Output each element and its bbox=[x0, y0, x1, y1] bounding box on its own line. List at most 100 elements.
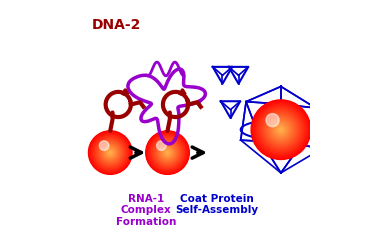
Circle shape bbox=[167, 152, 168, 153]
Circle shape bbox=[103, 146, 117, 160]
Circle shape bbox=[154, 139, 181, 166]
Circle shape bbox=[93, 135, 128, 170]
Circle shape bbox=[161, 146, 174, 159]
Circle shape bbox=[255, 104, 306, 155]
Circle shape bbox=[153, 138, 182, 167]
Circle shape bbox=[110, 152, 111, 153]
Circle shape bbox=[97, 139, 123, 166]
Circle shape bbox=[100, 142, 121, 163]
Circle shape bbox=[149, 134, 186, 172]
Circle shape bbox=[155, 140, 180, 165]
Circle shape bbox=[149, 135, 186, 171]
Circle shape bbox=[94, 136, 127, 169]
Circle shape bbox=[106, 149, 114, 156]
Circle shape bbox=[109, 152, 111, 154]
Circle shape bbox=[279, 128, 282, 131]
Circle shape bbox=[268, 117, 294, 142]
Text: DNA-2: DNA-2 bbox=[92, 18, 141, 32]
Circle shape bbox=[89, 131, 132, 174]
Circle shape bbox=[94, 137, 126, 168]
Circle shape bbox=[264, 113, 298, 147]
Circle shape bbox=[164, 149, 171, 156]
Circle shape bbox=[269, 118, 293, 142]
Circle shape bbox=[254, 102, 308, 157]
Circle shape bbox=[256, 105, 305, 154]
Circle shape bbox=[163, 148, 172, 157]
Circle shape bbox=[278, 127, 284, 133]
Circle shape bbox=[96, 139, 124, 167]
Circle shape bbox=[267, 116, 295, 144]
Circle shape bbox=[97, 139, 124, 166]
Circle shape bbox=[160, 145, 175, 160]
Circle shape bbox=[101, 144, 119, 161]
Circle shape bbox=[105, 147, 116, 158]
Circle shape bbox=[253, 101, 309, 158]
Circle shape bbox=[147, 132, 188, 173]
Circle shape bbox=[257, 106, 305, 153]
Circle shape bbox=[260, 109, 302, 151]
Text: Coat Protein
Self-Assembly: Coat Protein Self-Assembly bbox=[175, 194, 258, 215]
Circle shape bbox=[264, 113, 297, 146]
Circle shape bbox=[161, 147, 174, 159]
Circle shape bbox=[95, 137, 126, 168]
Circle shape bbox=[259, 107, 303, 152]
Circle shape bbox=[164, 149, 171, 156]
Circle shape bbox=[99, 142, 121, 164]
Circle shape bbox=[259, 108, 303, 151]
Circle shape bbox=[277, 125, 285, 134]
Circle shape bbox=[273, 122, 289, 138]
Circle shape bbox=[167, 152, 168, 154]
Circle shape bbox=[90, 132, 130, 173]
Circle shape bbox=[280, 129, 282, 131]
Circle shape bbox=[157, 142, 178, 163]
Circle shape bbox=[102, 144, 119, 161]
Circle shape bbox=[276, 124, 286, 135]
Circle shape bbox=[271, 119, 291, 140]
Circle shape bbox=[107, 149, 113, 156]
Circle shape bbox=[92, 134, 129, 171]
Circle shape bbox=[270, 118, 292, 141]
Circle shape bbox=[266, 114, 279, 127]
Circle shape bbox=[104, 146, 117, 159]
Circle shape bbox=[160, 144, 176, 161]
Circle shape bbox=[150, 135, 185, 170]
Circle shape bbox=[158, 143, 177, 162]
Circle shape bbox=[105, 148, 115, 157]
Circle shape bbox=[266, 115, 296, 145]
Circle shape bbox=[108, 150, 113, 155]
Circle shape bbox=[154, 139, 181, 166]
Circle shape bbox=[99, 141, 109, 150]
Circle shape bbox=[93, 136, 127, 169]
Circle shape bbox=[92, 135, 128, 171]
Circle shape bbox=[153, 139, 182, 167]
Circle shape bbox=[165, 150, 170, 155]
Circle shape bbox=[98, 141, 122, 164]
Circle shape bbox=[160, 146, 175, 160]
Circle shape bbox=[272, 121, 290, 139]
Circle shape bbox=[275, 124, 287, 136]
Text: RNA-1
Complex
Formation: RNA-1 Complex Formation bbox=[115, 194, 176, 227]
Circle shape bbox=[90, 133, 130, 172]
Circle shape bbox=[101, 143, 119, 162]
Circle shape bbox=[265, 114, 296, 145]
Circle shape bbox=[151, 136, 184, 169]
Circle shape bbox=[158, 143, 177, 162]
Circle shape bbox=[147, 132, 188, 173]
Circle shape bbox=[251, 100, 311, 160]
Circle shape bbox=[254, 103, 308, 156]
Circle shape bbox=[90, 132, 131, 173]
Circle shape bbox=[91, 134, 129, 172]
Circle shape bbox=[252, 101, 310, 159]
Circle shape bbox=[104, 147, 116, 159]
Circle shape bbox=[166, 151, 169, 154]
Circle shape bbox=[156, 141, 179, 164]
Circle shape bbox=[98, 140, 123, 165]
Circle shape bbox=[157, 142, 178, 164]
Circle shape bbox=[146, 131, 189, 174]
Circle shape bbox=[106, 148, 115, 157]
Circle shape bbox=[279, 127, 283, 132]
Circle shape bbox=[268, 116, 294, 143]
Circle shape bbox=[89, 131, 131, 174]
Circle shape bbox=[101, 143, 120, 162]
Circle shape bbox=[261, 110, 301, 150]
